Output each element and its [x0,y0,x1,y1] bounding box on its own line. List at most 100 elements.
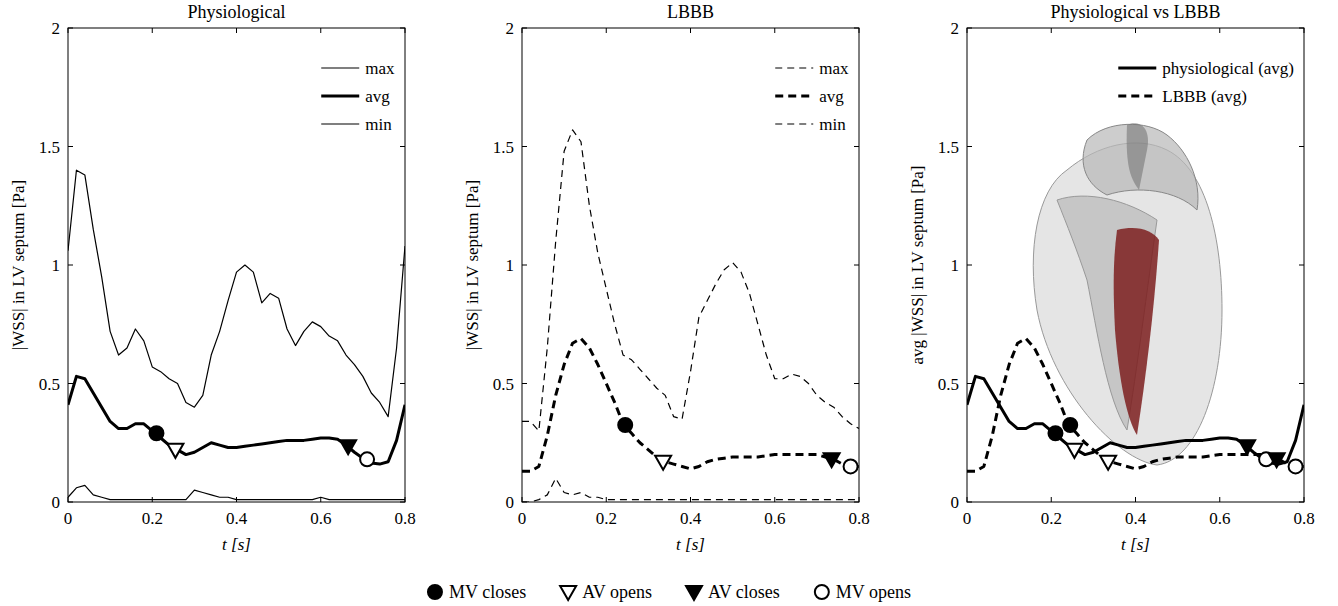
x-tick-label: 0 [64,509,73,528]
y-tick-label: 0.5 [39,375,60,394]
x-tick [1219,497,1220,502]
series-line [522,338,859,471]
x-tick [1051,28,1052,33]
legend-swatch [775,123,813,124]
y-tick [1299,28,1304,29]
legend-label: max [365,59,395,78]
x-axis-title: t [s] [676,535,705,554]
event-legend-marker [815,585,829,599]
x-axis-title: t [s] [1121,535,1150,554]
x-tick [967,28,968,33]
x-tick [859,497,860,502]
event-legend-marker [428,585,442,599]
x-tick [320,28,321,33]
event-legend-label: MV opens [836,582,911,602]
event-marker [1100,456,1116,470]
y-tick-label: 1.5 [493,138,514,157]
series-line [967,376,1304,464]
x-tick-label: 0.8 [1293,509,1314,528]
y-tick [400,502,405,503]
series-line [68,376,405,464]
legend-label: max [819,59,849,78]
y-tick [1299,146,1304,147]
y-tick-label: 1 [506,256,515,275]
legend-swatch [775,67,813,68]
plot-area [522,130,859,502]
y-tick [854,146,859,147]
legend: maxavgmin [321,59,395,134]
series-line [522,478,859,502]
x-tick [522,497,523,502]
x-tick [68,497,69,502]
frame [68,28,405,502]
x-tick [152,28,153,33]
event-marker [149,426,163,440]
y-tick [1299,502,1304,503]
x-tick [1135,497,1136,502]
x-tick [522,28,523,33]
legend-swatch [1118,67,1156,70]
x-tick [690,28,691,33]
x-tick [68,28,69,33]
y-tick-label: 2 [506,19,515,38]
x-tick [236,28,237,33]
x-tick-label: 0.2 [596,509,617,528]
x-tick-label: 0.6 [1209,509,1230,528]
y-tick-label: 0.5 [938,375,959,394]
event-marker [340,440,356,454]
frame [522,28,859,502]
series-line [68,485,405,499]
legend-swatch [775,95,813,98]
series-line [967,338,1304,471]
y-axis-title: |WSS| in LV septum [Pa] [9,180,28,350]
x-tick [774,497,775,502]
series-line [522,130,859,431]
y-axis-title: avg |WSS| in LV septum [Pa] [908,165,927,364]
x-tick-label: 0.4 [226,509,248,528]
y-tick-label: 0.5 [493,375,514,394]
legend-swatch [321,123,359,124]
panel: Physiological vs LBBB00.20.40.60.800.511… [908,2,1315,554]
panel-title: Physiological vs LBBB [1050,2,1220,22]
x-tick [1219,28,1220,33]
x-tick-label: 0.2 [1041,509,1062,528]
heart-aorta [1127,123,1148,190]
y-tick [68,146,73,147]
event-marker [1063,418,1077,432]
event-legend: MV closes AV opens AV closes MV opens [428,582,911,602]
y-tick [967,502,972,503]
y-tick [522,28,527,29]
y-tick [854,265,859,266]
event-legend-label: MV closes [449,582,526,602]
event-legend-label: AV opens [582,582,652,602]
y-tick [68,502,73,503]
legend-label: physiological (avg) [1162,59,1294,78]
event-legend-label: AV closes [708,582,780,602]
x-tick-label: 0 [518,509,527,528]
legend-swatch [1118,95,1156,98]
x-tick [1051,497,1052,502]
y-tick-label: 1.5 [39,138,60,157]
plot-area [68,170,405,499]
x-tick-label: 0.4 [680,509,702,528]
y-tick [967,383,972,384]
y-tick [400,383,405,384]
y-tick-label: 0 [951,493,960,512]
x-axis-title: t [s] [222,535,251,554]
y-tick [400,265,405,266]
y-tick-label: 0 [506,493,515,512]
x-tick-label: 0.6 [764,509,785,528]
event-marker [167,444,183,458]
y-axis-title: |WSS| in LV septum [Pa] [463,180,482,350]
x-tick [405,28,406,33]
y-tick [854,28,859,29]
y-tick [967,28,972,29]
x-tick [606,497,607,502]
y-tick [522,146,527,147]
x-tick-label: 0.2 [142,509,163,528]
x-tick [774,28,775,33]
panel-title: Physiological [188,2,286,22]
event-marker [1066,444,1082,458]
event-marker [844,459,858,473]
y-tick [68,383,73,384]
